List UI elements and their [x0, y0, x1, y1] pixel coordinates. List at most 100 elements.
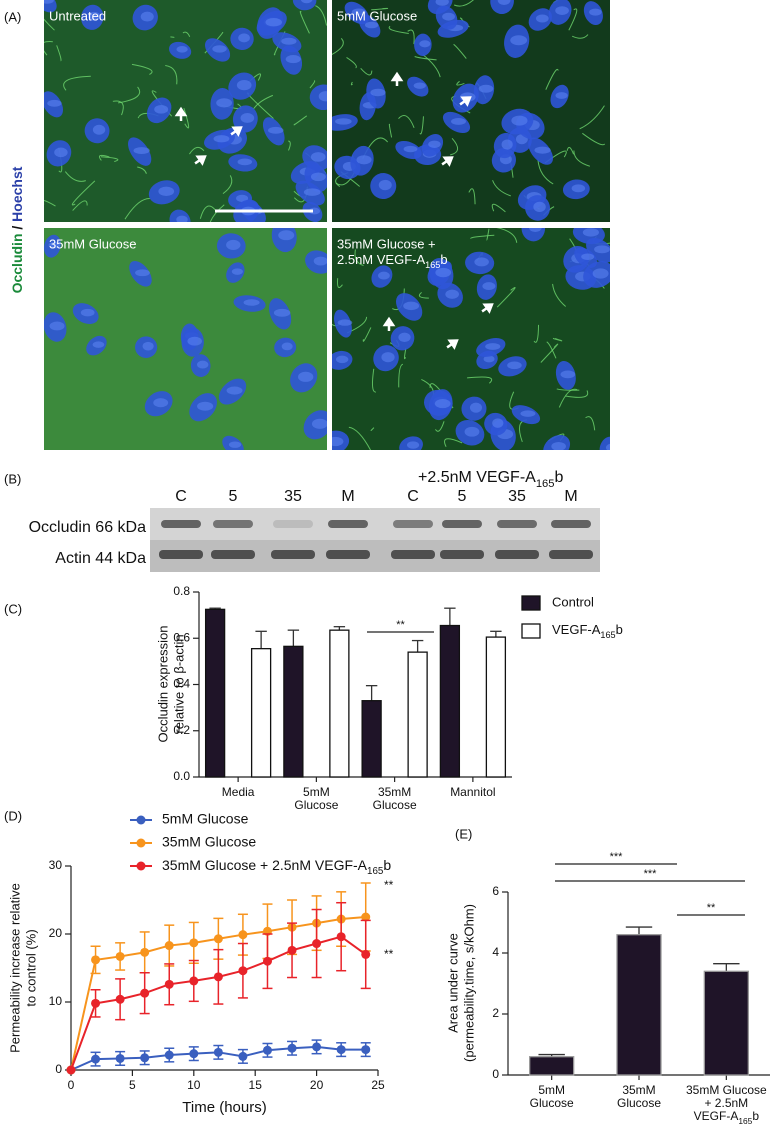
nucleus-highlight: [381, 352, 395, 363]
junction-stain: [537, 160, 554, 185]
arrow: [382, 316, 396, 331]
lane-label: 35: [284, 488, 302, 505]
nucleus-highlight: [483, 355, 495, 363]
junction-stain: [315, 5, 327, 26]
junction-stain: [568, 8, 578, 31]
data-point: [140, 988, 150, 998]
nucleus-highlight: [520, 410, 536, 417]
data-point: [213, 1047, 223, 1057]
lane-label: C: [407, 488, 419, 505]
subscript: 165: [425, 260, 440, 270]
junction-stain: [350, 81, 353, 86]
nucleus-highlight: [281, 342, 293, 351]
junction-stain: [183, 107, 190, 129]
nucleus-highlight: [413, 82, 426, 89]
junction-stain: [496, 287, 516, 308]
image-label: 5mM Glucose: [337, 8, 417, 23]
junction-stain: [118, 86, 141, 104]
nucleus-highlight: [435, 0, 449, 6]
stain-separator: /: [9, 222, 25, 234]
data-point: [91, 998, 101, 1008]
actin-band: [549, 550, 593, 559]
nucleus-highlight: [226, 239, 241, 250]
nucleus-highlight: [337, 319, 353, 326]
nucleus-highlight: [406, 441, 420, 449]
bar: [204, 608, 226, 778]
nucleus-highlight: [535, 14, 549, 23]
y-tick-label: 30: [49, 858, 63, 872]
data-point: [140, 947, 150, 957]
panel-label: (C): [4, 601, 22, 616]
micrograph: 35mM Glucose: [44, 228, 327, 450]
junction-stain: [64, 171, 86, 182]
bar: [250, 648, 272, 778]
nucleus-highlight: [445, 289, 459, 299]
nucleus-highlight: [403, 301, 420, 311]
panel-label: (B): [4, 471, 21, 486]
nucleus-highlight: [92, 341, 105, 348]
x-tick-label: 10: [187, 1078, 201, 1092]
x-tick-label: 0: [68, 1078, 75, 1092]
bar: [407, 651, 428, 778]
legend-label: 5mM Glucose: [162, 811, 249, 827]
junction-stain: [165, 64, 178, 85]
nucleus-highlight: [236, 80, 252, 91]
nucleus-highlight: [135, 269, 150, 277]
junction-stain: [450, 137, 459, 156]
nucleus-highlight: [237, 158, 253, 166]
nucleus-highlight: [313, 256, 327, 266]
text-part: b: [555, 469, 564, 486]
nucleus-highlight: [142, 341, 154, 351]
y-axis-label: Area under curve: [445, 933, 460, 1033]
nucleus-highlight: [594, 245, 610, 254]
nucleus-highlight: [303, 188, 321, 196]
nucleus-highlight: [44, 0, 54, 4]
nucleus-highlight: [464, 426, 480, 437]
x-tick-label: 35mM Glucose: [686, 1083, 767, 1097]
data-point: [336, 1045, 346, 1055]
arrow: [194, 155, 207, 166]
nucleus-highlight: [501, 139, 513, 150]
y-axis-label: to control (%): [23, 929, 38, 1006]
legend-label: 35mM Glucose + 2.5nM VEGF-A165b: [162, 857, 391, 877]
blot-row-label: Actin 44 kDa: [55, 550, 146, 567]
data-point: [115, 1053, 125, 1063]
nucleus-highlight: [228, 441, 242, 448]
junction-stain: [573, 150, 590, 167]
nucleus-highlight: [560, 370, 576, 379]
nucleus-highlight: [492, 418, 504, 428]
x-tick-label: 15: [249, 1078, 263, 1092]
junction-stain: [398, 363, 404, 388]
junction-stain: [422, 54, 441, 78]
nucleus-highlight: [551, 442, 566, 450]
junction-stain: [453, 43, 467, 59]
x-tick-label: Glucose: [373, 798, 417, 812]
nucleus-highlight: [434, 399, 451, 409]
nucleus-highlight: [48, 241, 61, 249]
bar: [439, 624, 461, 778]
legend-swatch: [521, 623, 541, 639]
data-point: [238, 966, 248, 976]
nucleus-highlight: [534, 146, 551, 154]
occludin-band: [442, 520, 482, 528]
junction-stain: [456, 80, 465, 86]
data-point: [140, 1053, 150, 1063]
text-part: +2.5nM VEGF-A: [418, 469, 536, 486]
junction-stain: [299, 10, 310, 34]
text-part: b: [440, 252, 447, 267]
junction-stain: [566, 146, 575, 155]
treatment-label: +2.5nM VEGF-A165b: [418, 469, 564, 490]
nucleus-highlight: [54, 147, 68, 158]
data-point: [164, 1050, 174, 1060]
nucleus-highlight: [356, 155, 372, 165]
junction-stain: [579, 105, 605, 130]
panel-label: (E): [455, 826, 472, 841]
panel-label: (D): [4, 808, 22, 823]
data-point: [312, 1042, 322, 1052]
nucleus-highlight: [265, 18, 282, 27]
nucleus-highlight: [308, 207, 321, 215]
junction-stain: [540, 343, 559, 363]
text-part: 2.5nM VEGF-A: [337, 252, 425, 267]
junction-stain: [388, 25, 409, 34]
